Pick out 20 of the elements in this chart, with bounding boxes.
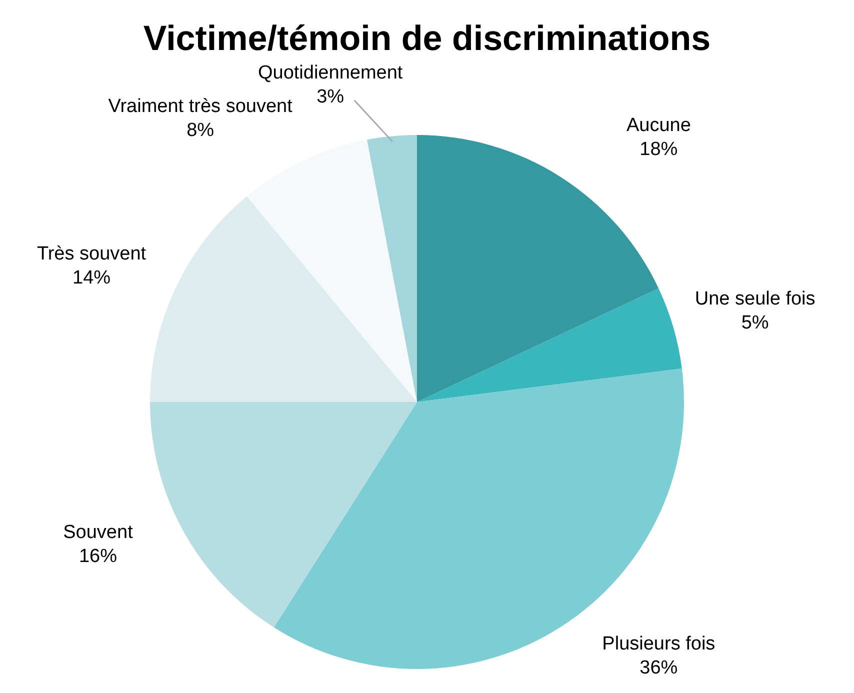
data-label: 18% bbox=[640, 138, 678, 160]
slice-label: Quotidiennement bbox=[258, 62, 404, 84]
data-label: 16% bbox=[78, 546, 118, 567]
data-label: 3% bbox=[316, 86, 344, 108]
slice-label: Souvent bbox=[63, 522, 134, 543]
slice-label: Une seule fois bbox=[694, 288, 816, 310]
pie-slice bbox=[246, 140, 417, 402]
slice-label: Plusieurs fois bbox=[602, 633, 716, 654]
pie-slice bbox=[150, 196, 417, 402]
slice-label: Très souvent bbox=[36, 243, 147, 264]
slice-label: Vraiment très souvent bbox=[108, 96, 294, 118]
pie-slice bbox=[366, 135, 417, 402]
data-label: 5% bbox=[741, 312, 769, 334]
pie-slice bbox=[417, 288, 682, 402]
data-label: 36% bbox=[640, 657, 678, 678]
data-label: 14% bbox=[72, 267, 111, 288]
chart-title: Victime/témoin de discriminations bbox=[143, 19, 711, 58]
pie-slice bbox=[150, 402, 417, 628]
slice-label: Aucune bbox=[626, 114, 691, 136]
data-label: 8% bbox=[186, 120, 214, 142]
